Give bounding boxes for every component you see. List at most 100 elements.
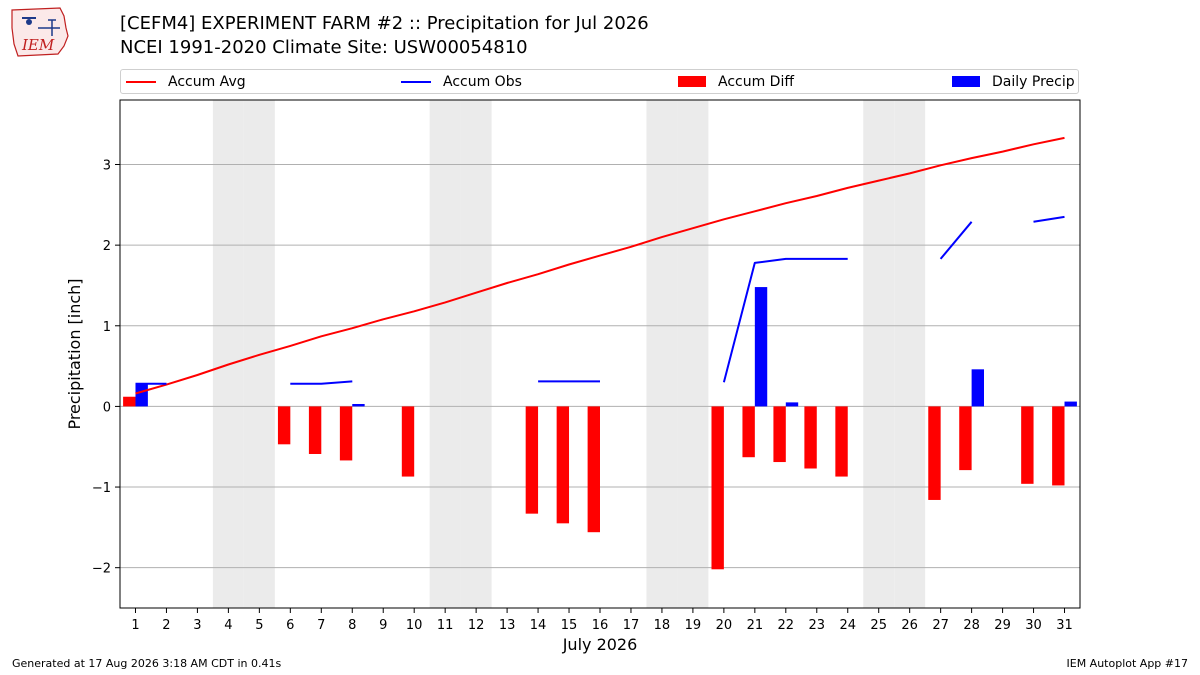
accum-obs-line xyxy=(1033,215,1065,223)
title-line-1: [CEFM4] EXPERIMENT FARM #2 :: Precipitat… xyxy=(120,13,649,34)
accum-diff-bar-day-22 xyxy=(773,406,786,463)
x-tick-label: 25 xyxy=(870,618,887,633)
weekend-shade-day-4 xyxy=(212,100,244,608)
x-tick-label: 10 xyxy=(406,618,423,633)
legend-label-obs: Accum Obs xyxy=(443,73,522,90)
x-tick-label: 11 xyxy=(437,618,454,633)
accum-obs-line xyxy=(939,221,973,260)
weekend-shade-day-26 xyxy=(894,100,926,608)
x-tick-label: 19 xyxy=(685,618,702,633)
daily-precip-bar-day-1 xyxy=(135,383,148,407)
x-tick-label: 17 xyxy=(623,618,640,633)
x-tick-label: 27 xyxy=(932,618,949,633)
weekend-shade-day-18 xyxy=(646,100,678,608)
x-tick-label: 29 xyxy=(994,618,1011,633)
y-tick-label: 1 xyxy=(103,320,111,335)
x-tick-label: 5 xyxy=(255,618,263,633)
accum-obs-line xyxy=(722,257,848,383)
accum-diff-bar-day-27 xyxy=(928,406,941,500)
x-tick-label: 30 xyxy=(1025,618,1042,633)
lines xyxy=(135,136,1065,395)
title-line-2: NCEI 1991-2020 Climate Site: USW00054810 xyxy=(120,37,528,58)
x-tick-label: 15 xyxy=(561,618,578,633)
x-tick-label: 22 xyxy=(778,618,795,633)
daily-precip-bar-day-21 xyxy=(754,287,768,407)
x-tick-label: 9 xyxy=(379,618,387,633)
accum-diff-bar-day-31 xyxy=(1052,406,1065,486)
x-tick-label: 21 xyxy=(747,618,764,633)
x-tick-label: 6 xyxy=(286,618,294,633)
x-tick-label: 12 xyxy=(468,618,485,633)
y-axis-label: Precipitation [inch] xyxy=(65,278,84,429)
weekend-shade-day-12 xyxy=(460,100,492,608)
weekend-shade-day-11 xyxy=(429,100,461,608)
x-tick-label: 2 xyxy=(162,618,170,633)
legend-item-accum-obs: Accum Obs xyxy=(401,70,522,93)
accum-diff-bar-day-16 xyxy=(587,406,600,533)
legend-swatch-avg xyxy=(126,80,156,83)
x-tick-label: 20 xyxy=(716,618,733,633)
legend-label-avg: Accum Avg xyxy=(168,73,246,90)
x-tick-label: 13 xyxy=(499,618,516,633)
accum-diff-bar-day-6 xyxy=(277,406,291,445)
x-tick-label: 4 xyxy=(224,618,232,633)
y-tick-label: 0 xyxy=(103,400,111,415)
weekend-shade-day-25 xyxy=(863,100,895,608)
accum-diff-bar-day-1 xyxy=(123,396,136,407)
x-tick-label: 31 xyxy=(1056,618,1073,633)
y-tick-label: 2 xyxy=(103,239,111,254)
accum-diff-bar-day-30 xyxy=(1021,406,1034,484)
weekend-shading xyxy=(212,100,926,608)
legend-label-diff: Accum Diff xyxy=(718,73,795,90)
legend-swatch-diff xyxy=(678,76,706,87)
daily-precip-bar-day-28 xyxy=(971,369,984,407)
accum-diff-bar-day-14 xyxy=(525,406,539,514)
legend-item-accum-diff: Accum Diff xyxy=(678,70,794,93)
accum-diff-bar-day-15 xyxy=(556,406,570,524)
x-tick-label: 28 xyxy=(963,618,980,633)
x-tick-label: 23 xyxy=(809,618,826,633)
accum-diff-bar-day-21 xyxy=(742,406,755,458)
logo-text: IEM xyxy=(21,36,55,54)
x-tick-label: 8 xyxy=(348,618,356,633)
accum-obs-line xyxy=(290,380,353,385)
accum-avg-line xyxy=(135,136,1065,395)
accum-diff-bar-day-10 xyxy=(401,406,415,477)
accum-diff-bar-day-20 xyxy=(711,406,724,570)
generated-note: Generated at 17 Aug 2026 3:18 AM CDT in … xyxy=(12,657,282,670)
bars xyxy=(123,287,1077,570)
x-tick-label: 26 xyxy=(901,618,918,633)
app-note: IEM Autoplot App #17 xyxy=(1066,657,1189,670)
x-tick-label: 1 xyxy=(131,618,139,633)
accum-diff-bar-day-24 xyxy=(835,406,848,477)
daily-precip-bar-day-31 xyxy=(1064,401,1077,407)
plot-frame xyxy=(119,99,1081,609)
iem-logo: IEM xyxy=(8,6,72,58)
x-axis-label: July 2026 xyxy=(562,635,638,654)
chart-title: [CEFM4] EXPERIMENT FARM #2 :: Precipitat… xyxy=(120,12,649,60)
x-tick-label: 7 xyxy=(317,618,325,633)
y-tick-label: −1 xyxy=(92,481,111,496)
x-tick-label: 18 xyxy=(654,618,671,633)
legend-swatch-daily xyxy=(952,76,980,87)
accum-diff-bar-day-28 xyxy=(959,406,972,471)
y-tick-label: −2 xyxy=(92,562,111,577)
y-tick-label: 3 xyxy=(103,159,111,174)
weekend-shade-day-19 xyxy=(677,100,709,608)
x-tick-label: 3 xyxy=(193,618,201,633)
x-tick-label: 16 xyxy=(592,618,609,633)
accum-diff-bar-day-8 xyxy=(339,406,353,461)
legend-item-daily-precip: Daily Precip xyxy=(952,70,1075,93)
chart-legend: Accum Avg Accum Obs Accum Diff Daily Pre… xyxy=(120,69,1079,94)
accum-diff-bar-day-23 xyxy=(804,406,817,469)
legend-item-accum-avg: Accum Avg xyxy=(126,70,246,93)
x-tick-label: 24 xyxy=(839,618,856,633)
legend-swatch-obs xyxy=(401,80,431,83)
accum-diff-bar-day-7 xyxy=(308,406,322,454)
daily-precip-bar-day-22 xyxy=(785,402,799,407)
daily-precip-bar-day-8 xyxy=(352,403,365,407)
x-tick-label: 14 xyxy=(530,618,547,633)
legend-label-daily: Daily Precip xyxy=(992,73,1075,90)
